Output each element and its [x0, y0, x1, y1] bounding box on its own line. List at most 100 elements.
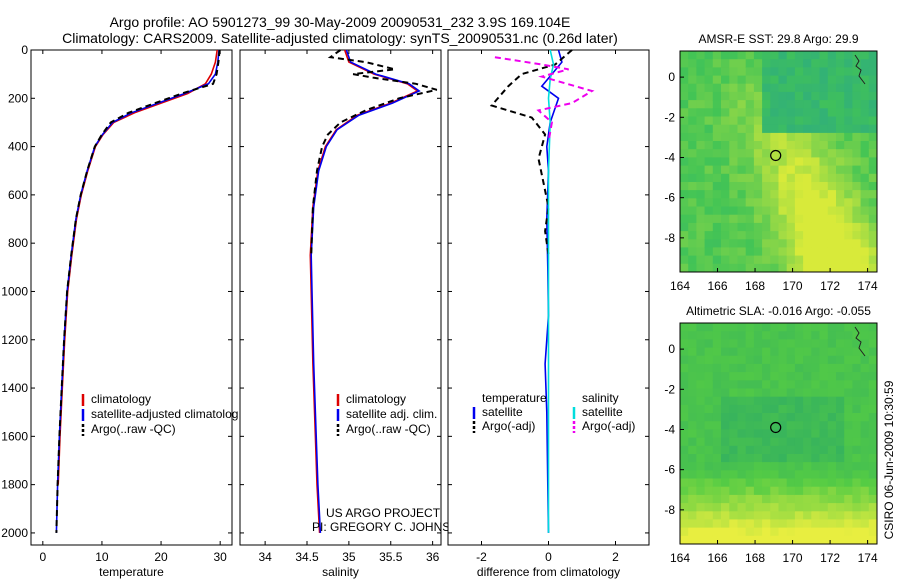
map-cell: [704, 132, 714, 142]
map-cell: [836, 478, 845, 488]
map-cell: [778, 182, 788, 191]
map-cell: [860, 331, 870, 340]
map-cell: [852, 59, 862, 68]
map-cell: [696, 470, 706, 480]
map-cell: [688, 116, 697, 126]
map-cell: [844, 149, 853, 158]
map-cell: [745, 339, 755, 349]
map-cell: [819, 486, 829, 496]
legend-label: climatology: [91, 392, 151, 406]
map-cell: [737, 372, 747, 381]
map-cell: [836, 535, 845, 544]
map-cell: [786, 494, 796, 504]
map-cell: [819, 494, 829, 504]
map-cell: [852, 404, 862, 414]
map-cell: [811, 380, 821, 390]
map-cell: [860, 67, 870, 77]
map-cell: [827, 59, 837, 68]
map-cell: [721, 421, 730, 430]
map-cell: [680, 445, 689, 455]
map-cell: [680, 116, 689, 126]
map-cell: [778, 486, 788, 496]
map-cell: [704, 231, 714, 240]
map-cell: [803, 413, 812, 422]
map-cell: [688, 404, 697, 414]
map-cell: [704, 165, 714, 175]
map-cell: [786, 214, 796, 224]
map-cell: [836, 149, 845, 158]
map-cell: [704, 519, 714, 529]
map-cell: [721, 535, 730, 544]
x-axis-label: difference from climatology: [477, 565, 620, 579]
map-cell: [819, 222, 829, 232]
map-cell: [786, 323, 796, 332]
map-cell: [753, 116, 763, 126]
map-cell: [844, 132, 853, 142]
map-cell: [860, 404, 870, 414]
map-cell: [770, 372, 780, 381]
map-cell: [753, 527, 763, 537]
argo-position-marker: [770, 421, 782, 434]
map-cell: [786, 91, 796, 101]
map-cell: [827, 421, 837, 430]
map-cell: [794, 91, 804, 101]
map-cell: [860, 355, 870, 365]
map-cell: [696, 75, 706, 85]
map-cell: [778, 263, 788, 272]
sla-map-panel: Altimetric SLA: -0.016 Argo: -0.055 164 16…: [664, 304, 878, 565]
map-cell: [762, 222, 771, 232]
map-cell: [753, 108, 763, 118]
map-cell: [811, 421, 821, 430]
map-cell: [778, 206, 788, 216]
map-cell: [770, 339, 780, 349]
map-cell: [712, 478, 722, 488]
map-cell: [868, 413, 877, 422]
map-cell: [729, 190, 739, 199]
map-cell: [680, 323, 689, 332]
map-cell: [721, 478, 730, 488]
map-cell: [712, 503, 722, 512]
map-cell: [794, 347, 804, 357]
map-cell: [852, 339, 862, 349]
map-cell: [803, 388, 812, 398]
map-cell: [852, 380, 862, 390]
map-cell: [762, 331, 771, 340]
map-cell: [753, 231, 763, 240]
map-cell: [819, 445, 829, 455]
map-cell: [770, 437, 780, 447]
map-cell: [680, 404, 689, 414]
map-cell: [868, 454, 877, 463]
plot-area: [239, 49, 442, 546]
map-cell: [729, 231, 739, 240]
map-cell: [836, 239, 845, 249]
map-cell: [868, 535, 877, 544]
map-cell: [811, 339, 821, 349]
legend-label: climatology: [346, 392, 406, 406]
map-cell: [688, 396, 697, 406]
map-cell: [737, 231, 747, 240]
map-cell: [745, 363, 755, 373]
map-cell: [844, 182, 853, 191]
map-cell: [721, 454, 730, 463]
x-tick-label: 166: [708, 551, 728, 565]
map-cell: [836, 141, 845, 150]
y-tick-label: -6: [664, 463, 675, 477]
map-cell: [819, 239, 829, 249]
x-tick-label: 0: [39, 550, 46, 564]
map-cell: [860, 363, 870, 373]
map-cell: [745, 91, 755, 101]
map-cell: [770, 404, 780, 414]
map-cell: [811, 83, 821, 93]
map-cell: [721, 100, 730, 109]
map-cell: [762, 519, 771, 529]
map-cell: [786, 198, 796, 208]
map-cell: [852, 206, 862, 216]
map-cell: [827, 404, 837, 414]
map-cell: [680, 396, 689, 406]
map-cell: [786, 347, 796, 357]
map-cell: [737, 247, 747, 257]
map-cell: [745, 429, 755, 439]
map-cell: [753, 462, 763, 471]
map-cell: [803, 206, 812, 216]
map-cell: [737, 165, 747, 175]
